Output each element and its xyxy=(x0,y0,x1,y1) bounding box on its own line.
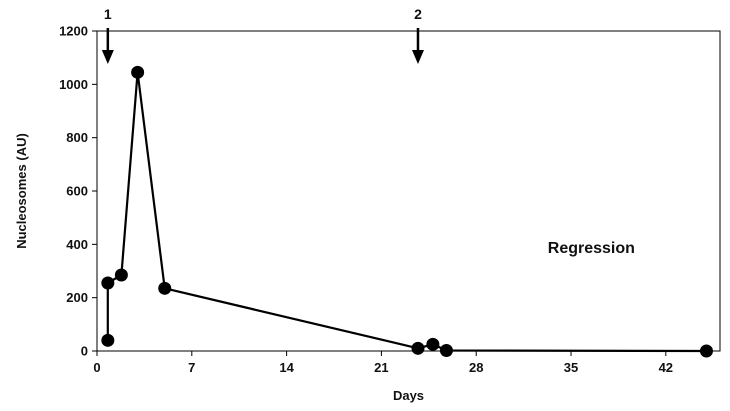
data-point xyxy=(114,268,128,282)
data-point xyxy=(411,341,425,355)
x-tick-label: 21 xyxy=(374,360,388,375)
data-point xyxy=(101,333,115,347)
y-axis-title: Nucleosomes (AU) xyxy=(14,133,29,249)
arrow-marker-label: 1 xyxy=(104,6,112,22)
x-tick-label: 42 xyxy=(659,360,673,375)
data-point xyxy=(426,337,440,351)
arrow-marker-head xyxy=(411,50,424,64)
data-point xyxy=(131,65,145,79)
data-point xyxy=(101,276,115,290)
x-tick-label: 35 xyxy=(564,360,578,375)
data-point xyxy=(699,344,713,358)
arrow-marker-head xyxy=(101,50,114,64)
data-point xyxy=(439,343,453,357)
data-point xyxy=(158,281,172,295)
x-tick-label: 14 xyxy=(279,360,294,375)
y-tick-label: 200 xyxy=(66,290,88,305)
y-tick-label: 1200 xyxy=(59,24,88,39)
arrow-marker-label: 2 xyxy=(414,6,422,22)
x-axis-title: Days xyxy=(393,388,424,403)
x-tick-label: 0 xyxy=(93,360,100,375)
y-tick-label: 600 xyxy=(66,184,88,199)
plot-area-border xyxy=(96,30,721,352)
regression-annotation: Regression xyxy=(548,240,635,257)
y-tick-label: 800 xyxy=(66,130,88,145)
y-tick-label: 1000 xyxy=(59,77,88,92)
plot-frame xyxy=(96,30,721,352)
x-tick-label: 7 xyxy=(188,360,195,375)
axes: 0 200 400 600 800 1000 1200 0 7 14 21 28 35 42 xyxy=(59,24,673,376)
annotations: Days Nucleosomes (AU) 1 2 Regression xyxy=(14,6,635,403)
series-line xyxy=(106,71,707,353)
x-tick-label: 28 xyxy=(469,360,483,375)
y-tick-label: 0 xyxy=(81,344,88,359)
data-series xyxy=(101,65,713,358)
y-tick-label: 400 xyxy=(66,237,88,252)
